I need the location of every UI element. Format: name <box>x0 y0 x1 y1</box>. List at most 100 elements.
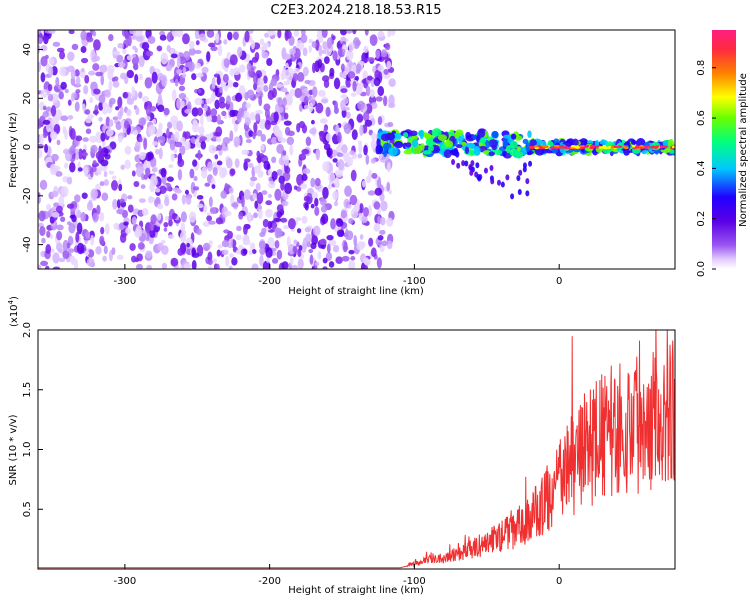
spectrogram-noise-blob <box>40 260 49 267</box>
spectrogram-signal-blob <box>458 135 463 145</box>
spectrogram-noise-blob <box>86 36 94 43</box>
spectrogram-noise-blob <box>359 124 364 136</box>
spectrogram-signal-blob <box>464 146 470 154</box>
spectrogram-noise-blob <box>170 115 179 126</box>
spectrogram-noise-blob <box>165 64 173 72</box>
spectrogram-noise-blob <box>193 176 198 182</box>
spectrogram-noise-blob <box>116 54 124 63</box>
spectrogram-noise-blob <box>92 212 99 222</box>
spectrogram-noise-blob <box>314 206 320 217</box>
spectrogram-noise-blob <box>46 230 51 238</box>
spectrogram-noise-blob <box>140 184 146 189</box>
colorbar-tick-label: 0.8 <box>696 60 707 76</box>
spectrogram-noise-blob <box>302 168 311 175</box>
spectrogram-noise-blob <box>97 166 102 176</box>
spectrogram-noise-blob <box>134 73 139 84</box>
spectrogram-carrier-blob <box>570 145 577 148</box>
spectrogram-noise-blob <box>232 31 239 41</box>
spectrogram-signal-blob <box>431 128 442 138</box>
spectrogram-noise-blob <box>255 182 261 192</box>
spectrogram-noise-blob <box>336 229 345 238</box>
spectrogram-streak-blob <box>510 193 515 200</box>
spectrogram-noise-blob <box>377 31 385 38</box>
spectrogram-signal-blob <box>522 138 529 145</box>
spectrogram-noise-blob <box>311 62 316 74</box>
spectrogram-noise-blob <box>81 192 88 199</box>
spectrogram-noise-blob <box>206 115 213 123</box>
spectrogram-noise-blob <box>320 205 328 213</box>
spectrogram-signal-blob <box>472 134 477 141</box>
spectrogram-noise-blob <box>88 70 96 76</box>
spectrogram-noise-blob <box>221 239 230 248</box>
spectrogram-noise-blob <box>66 203 75 209</box>
spectrogram-noise-blob <box>264 108 271 119</box>
spectrogram-streak-blob <box>518 169 523 176</box>
spectrogram-noise-blob <box>314 197 319 207</box>
spectrogram-noise-blob <box>183 263 192 269</box>
spectrogram-signal-blob <box>428 144 434 152</box>
spectrogram-noise-blob <box>80 46 87 53</box>
spectrogram-noise-blob <box>257 91 264 99</box>
spectrogram-signal-blob <box>491 144 497 151</box>
spectrogram-noise-blob <box>357 100 365 111</box>
spectrogram-noise-blob <box>326 147 333 157</box>
spectrogram-noise-blob <box>265 200 273 206</box>
spectrogram-noise-blob <box>103 179 109 186</box>
spectrogram-noise-blob <box>52 41 61 47</box>
spectrogram-noise-blob <box>174 189 183 194</box>
spectrogram-noise-blob <box>367 204 372 217</box>
spectrogram-noise-blob <box>263 75 268 84</box>
snr-axes: -300 -200 -100 0 0.5 1.0 1.5 2.0 <box>22 322 562 587</box>
spectrogram-noise-blob <box>221 110 227 117</box>
spectrogram-noise-blob <box>271 136 278 145</box>
spectrogram-noise-blob <box>361 214 368 224</box>
spectrogram-signal-blob <box>411 138 418 148</box>
spectrogram-noise-blob <box>242 248 248 255</box>
spectrogram-noise-blob <box>178 92 187 100</box>
spectrogram-noise-blob <box>360 241 366 249</box>
spectrogram-noise-blob <box>261 227 267 235</box>
spectrogram-carrier-blob <box>555 144 560 148</box>
spectrogram-noise-blob <box>354 75 360 81</box>
spectrogram-noise-blob <box>147 36 156 44</box>
spectrogram-noise-blob <box>281 200 289 207</box>
spectrogram-noise-blob <box>68 146 76 156</box>
spectrogram-noise-blob <box>331 35 336 41</box>
spectrogram-signal-blob <box>488 151 495 156</box>
spectrogram-noise-blob <box>259 38 265 46</box>
spectrogram-noise-blob <box>317 251 322 260</box>
spectrogram-noise-blob <box>330 172 334 182</box>
spectrogram-noise-blob <box>301 30 306 36</box>
spectrogram-carrier-blob <box>654 146 658 149</box>
spectrogram-noise-blob <box>134 257 139 263</box>
spectrogram-noise-blob <box>273 111 279 123</box>
spectrogram-noise-blob <box>359 234 364 240</box>
spectrogram-noise-blob <box>211 184 216 190</box>
spectrogram-noise-blob <box>86 201 94 211</box>
spectrogram-noise-blob <box>166 176 174 182</box>
spectrogram-noise-blob <box>345 30 353 34</box>
spectrogram-noise-blob <box>131 53 136 58</box>
spectrogram-noise-blob <box>42 32 49 45</box>
spectrogram-signal-blob <box>466 142 475 148</box>
spectrogram-noise-blob <box>320 198 327 206</box>
spectrogram-streak-blob <box>461 160 466 167</box>
spectrogram-noise-blob <box>136 263 143 269</box>
spectrogram-noise-blob <box>232 67 241 76</box>
spectrogram-noise-blob <box>120 72 127 80</box>
spectrogram-noise-blob <box>39 179 48 190</box>
spectrogram-noise-blob <box>92 160 97 166</box>
spectrogram-noise-blob <box>271 258 279 264</box>
spectrogram-noise-blob <box>164 196 170 207</box>
snr-panel: -300 -200 -100 0 0.5 1.0 1.5 2.0 Height of stra… <box>7 296 676 596</box>
spectrogram-noise-blob <box>158 147 163 160</box>
spectrogram-noise-blob <box>283 69 291 80</box>
spectrogram-noise-blob <box>126 54 134 61</box>
spectrogram-noise-blob <box>233 136 241 147</box>
spectrogram-noise-blob <box>329 67 335 77</box>
spectrogram-noise-blob <box>377 86 385 97</box>
spectrogram-noise-blob <box>154 188 161 193</box>
spectrogram-noise-blob <box>379 229 386 235</box>
spectrogram-noise-blob <box>337 131 342 144</box>
spectrogram-noise-blob <box>117 135 123 143</box>
